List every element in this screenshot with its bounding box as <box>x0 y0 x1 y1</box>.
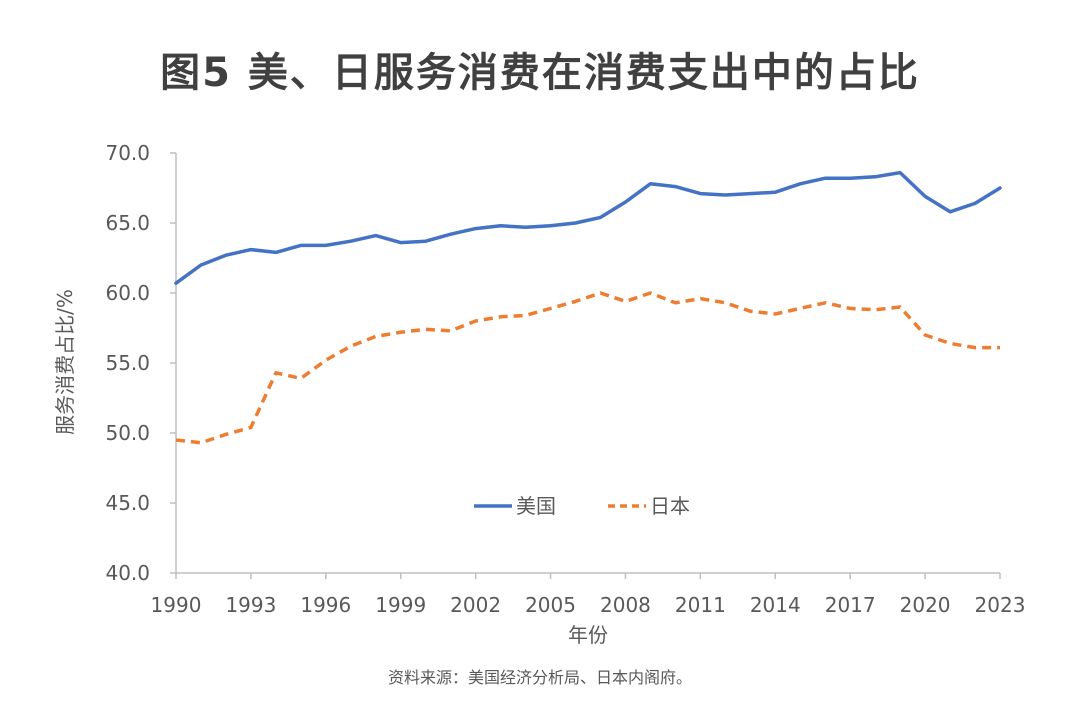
x-tick-label: 2005 <box>525 593 576 617</box>
x-tick-label: 1996 <box>300 593 351 617</box>
legend-label-japan: 日本 <box>650 494 690 518</box>
y-tick-label: 55.0 <box>105 351 150 375</box>
series-line-usa <box>174 170 1002 285</box>
x-tick-label: 2017 <box>825 593 876 617</box>
y-axis-label: 服务消费占比/% <box>53 289 77 435</box>
legend: 美国 日本 <box>474 494 690 518</box>
x-tick-label: 2023 <box>975 593 1026 617</box>
x-tick-labels: 1990 1993 1996 1999 2002 2005 2008 2011 2014 2017… <box>151 593 1026 617</box>
x-tick-label: 2008 <box>600 593 651 617</box>
x-tick-label: 2011 <box>675 593 726 617</box>
y-tick-label: 50.0 <box>105 421 150 445</box>
series-line-japan <box>175 291 1000 445</box>
x-tick-label: 2002 <box>450 593 501 617</box>
y-tick-label: 45.0 <box>105 491 150 515</box>
y-tick-label: 60.0 <box>105 281 150 305</box>
source-note: 资料来源：美国经济分析局、日本内阁府。 <box>387 668 692 687</box>
x-tick-label: 2014 <box>750 593 801 617</box>
y-tick-label: 40.0 <box>105 561 150 585</box>
y-tick-labels: 40.0 45.0 50.0 55.0 60.0 65.0 70.0 <box>105 141 150 585</box>
axes <box>170 152 1001 579</box>
x-tick-label: 1990 <box>151 593 202 617</box>
legend-label-usa: 美国 <box>516 494 556 518</box>
x-tick-label: 2020 <box>900 593 951 617</box>
chart-title: 图5 美、日服务消费在消费支出中的占比 <box>160 50 920 96</box>
x-tick-label: 1999 <box>375 593 426 617</box>
series-layer <box>174 170 1002 445</box>
y-tick-label: 65.0 <box>105 211 150 235</box>
y-tick-label: 70.0 <box>105 141 150 165</box>
x-tick-label: 1993 <box>225 593 276 617</box>
x-axis-label: 年份 <box>568 623 608 647</box>
